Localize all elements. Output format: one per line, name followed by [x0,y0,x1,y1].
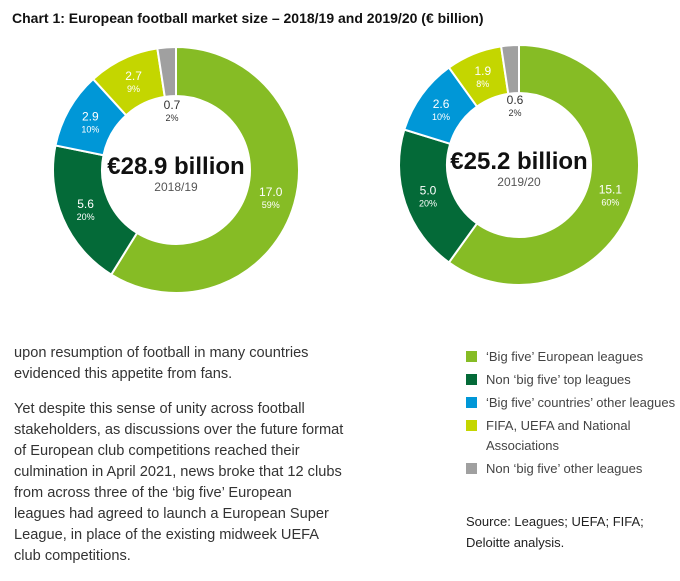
slice-value-label: 0.7 [164,98,181,112]
slice-percent-label: 2% [165,113,178,123]
slice-value-label: 5.0 [420,184,437,198]
donut-slice-big-five [109,45,300,294]
legend-label: ‘Big five’ European leagues [486,349,644,364]
slice-value-label: 2.6 [433,97,450,111]
donut-slice-big-five [447,43,640,286]
donut-center-value: €25.2 billion [450,148,587,175]
slice-percent-label: 10% [81,124,99,134]
legend-swatch [466,374,477,385]
legend-item-non-big-five-other: Non ‘big five’ other leagues [466,459,680,479]
slice-percent-label: 2% [508,108,521,118]
legend-label: Non ‘big five’ other leagues [486,461,643,476]
slice-percent-label: 10% [432,112,450,122]
legend-swatch [466,463,477,474]
slice-percent-label: 59% [262,200,280,210]
slice-percent-label: 60% [601,197,619,207]
legend: ‘Big five’ European leagues Non ‘big fiv… [466,347,680,482]
slice-percent-label: 20% [419,199,437,209]
slice-value-label: 0.6 [507,93,524,107]
chart-title: Chart 1: European football market size –… [12,10,484,26]
donut-slice-non-big-five-other [156,45,177,98]
slice-value-label: 1.9 [474,64,491,78]
legend-item-big-five-countries-other: ‘Big five’ countries’ other leagues [466,393,680,413]
donut-charts: 17.059%5.620%2.910%2.79%0.72%€28.9 billi… [52,43,640,294]
source-note: Source: Leagues; UEFA; FIFA; Deloitte an… [466,514,644,550]
legend-label: Non ‘big five’ top leagues [486,372,631,387]
donut-chart-2018-19: 17.059% 5.620% 2.910% 2.79% 0.72% €28.9 billi… [52,45,300,294]
slice-percent-label: 20% [77,212,95,222]
slice-value-label: 17.0 [259,185,283,199]
legend-item-fifa-uefa: FIFA, UEFA and National Associations [466,416,680,456]
body-paragraph: Yet despite this sense of unity across f… [14,401,344,564]
legend-item-big-five: ‘Big five’ European leagues [466,347,680,367]
body-text: upon resumption of football in many coun… [14,343,344,581]
legend-swatch [466,351,477,362]
slice-value-label: 5.6 [77,197,94,211]
slice-percent-label: 8% [476,79,489,89]
body-paragraph: upon resumption of football in many coun… [14,345,309,382]
donut-center-label: 2019/20 [497,175,541,189]
donut-center-value: €28.9 billion [107,153,244,180]
legend-label: FIFA, UEFA and National Associations [486,418,631,453]
legend-swatch [466,420,477,431]
legend-swatch [466,397,477,408]
slice-value-label: 15.1 [599,182,623,196]
slice-value-label: 2.9 [82,109,99,123]
donut-chart-2019-20: 15.160% 5.020% 2.610% 1.98% 0.62% €25.2 billi… [398,43,640,286]
legend-item-non-big-five-top: Non ‘big five’ top leagues [466,370,680,390]
legend-label: ‘Big five’ countries’ other leagues [486,395,676,410]
slice-value-label: 2.7 [125,69,142,83]
slice-percent-label: 9% [127,84,140,94]
donut-center-label: 2018/19 [154,180,198,194]
donut-slice-non-big-five-other [499,43,520,95]
